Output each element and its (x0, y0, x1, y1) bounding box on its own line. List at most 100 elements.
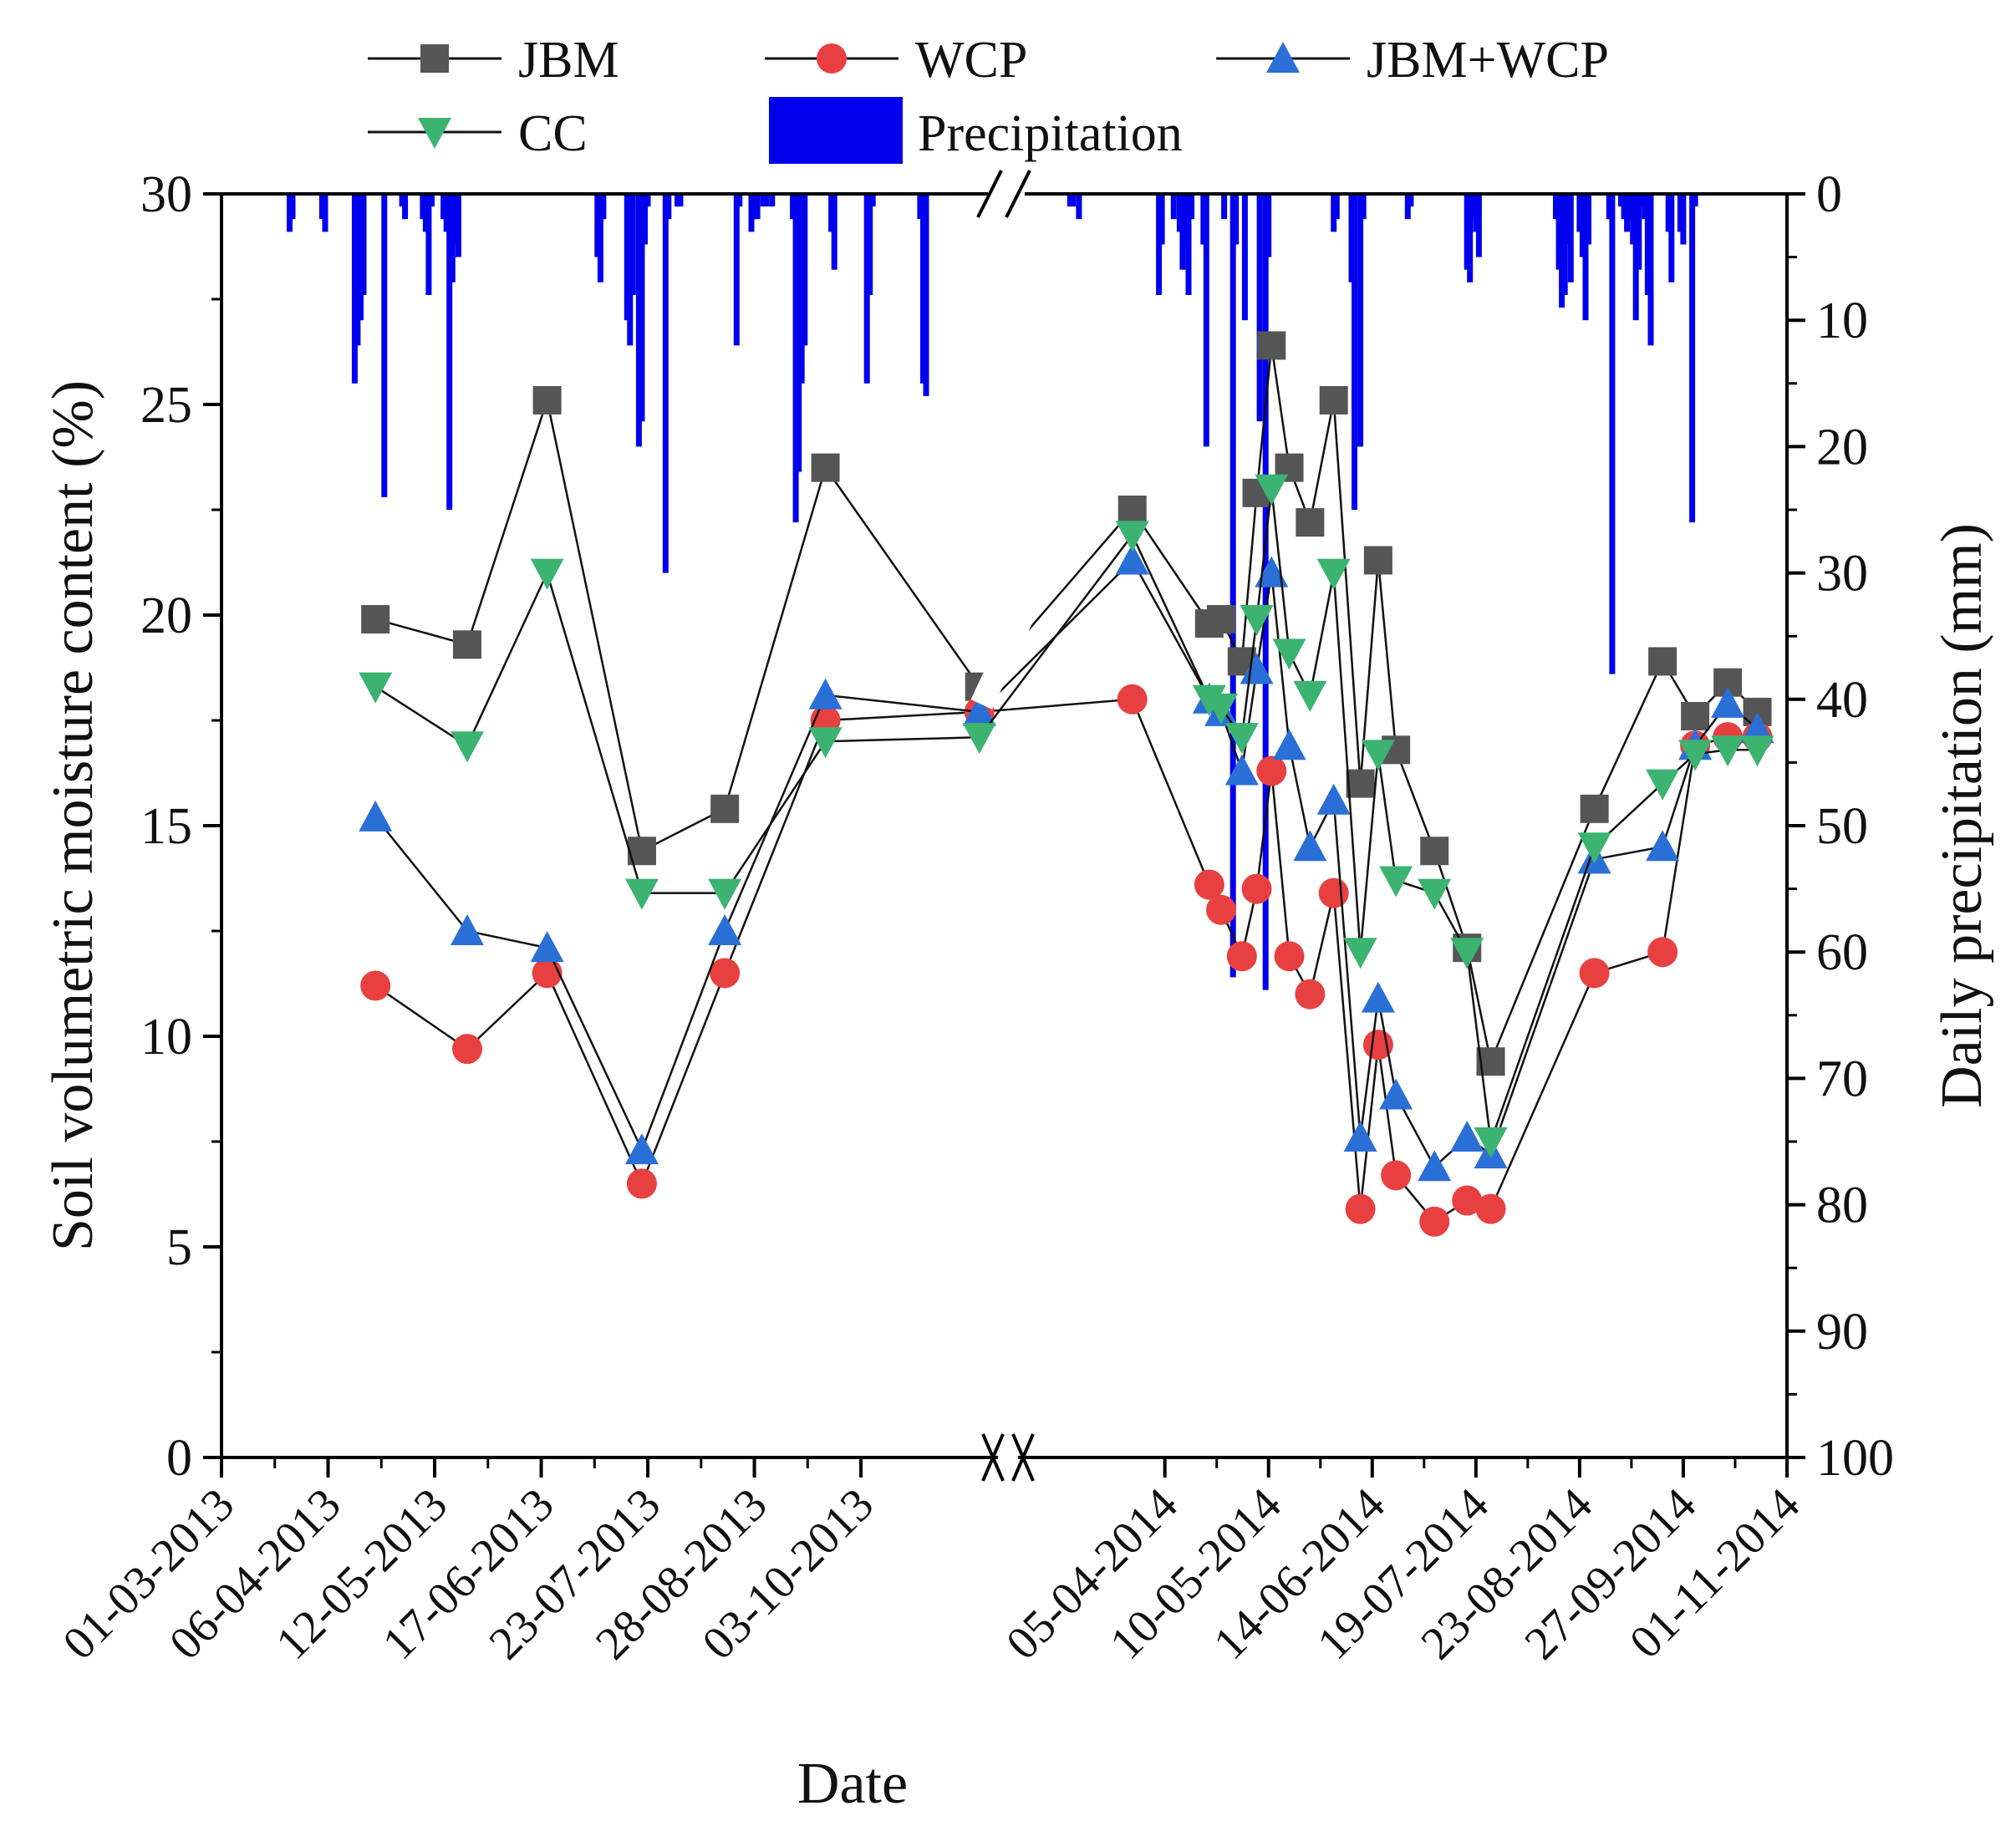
data-point-wcp (360, 970, 391, 1001)
data-point-jbm (710, 794, 740, 823)
data-point-wcp (1475, 1193, 1506, 1224)
precip-bar (754, 194, 761, 220)
series-break-gap (970, 586, 1046, 710)
data-point-jbm-wcp (1115, 543, 1149, 575)
data-point-jbm (1648, 647, 1677, 676)
data-point-cc (359, 672, 393, 704)
data-point-jbm (532, 385, 562, 415)
precip-bar (1565, 194, 1571, 245)
series-jbm (361, 331, 1772, 1076)
data-point-wcp (1241, 873, 1272, 904)
y2-axis-title: Daily precipitation (mm) (1930, 523, 1994, 1108)
precip-bar (1692, 194, 1698, 207)
precip-bar (1606, 194, 1612, 220)
precip-bar (1467, 194, 1474, 282)
data-point-cc (530, 558, 564, 590)
data-point-jbm-wcp (1379, 1078, 1413, 1110)
legend-label-precipitation: Precipitation (918, 105, 1183, 162)
data-point-jbm-wcp (530, 931, 564, 963)
precip-bar (867, 194, 873, 295)
precip-bar (1638, 194, 1645, 207)
legend-marker-jbm (420, 44, 449, 73)
y2-tick-label: 50 (1816, 798, 1868, 855)
precip-bar (1473, 194, 1479, 232)
series-cc (359, 474, 1774, 1158)
data-point-jbm (361, 605, 390, 634)
data-point-wcp (451, 1034, 482, 1065)
precip-bar (1647, 194, 1654, 346)
data-point-wcp (532, 958, 563, 989)
data-point-jbm-wcp (962, 694, 996, 726)
data-point-wcp (1381, 1160, 1412, 1191)
legend-marker-jbm-wcp (1266, 42, 1300, 73)
series-jbm-wcp (359, 543, 1774, 1182)
y2-tick-label: 80 (1816, 1178, 1868, 1234)
data-point-jbm-wcp (1240, 653, 1274, 684)
y-tick-label: 30 (140, 166, 192, 223)
data-point-jbm (1346, 769, 1375, 798)
data-point-jbm-wcp (1343, 1120, 1377, 1152)
precip-bar (455, 194, 461, 257)
data-point-wcp (1274, 941, 1305, 972)
data-point-cc (1361, 740, 1395, 771)
data-point-wcp (1452, 1185, 1483, 1216)
precip-bar (639, 194, 645, 422)
data-point-wcp (1194, 869, 1224, 900)
data-point-cc (1204, 693, 1239, 725)
data-point-jbm (452, 630, 481, 659)
precip-bar (1333, 194, 1340, 220)
data-point-jbm-wcp (708, 914, 742, 945)
x-axis-break-mark-right (1011, 1433, 1035, 1482)
precip-bar (425, 194, 432, 295)
precip-bar (1618, 194, 1624, 207)
precip-bar (1668, 194, 1675, 282)
precip-bar (1567, 194, 1574, 282)
data-point-cc (808, 727, 843, 759)
precip-bar (629, 194, 636, 295)
y-tick-label: 25 (140, 377, 192, 434)
data-point-cc (1255, 474, 1289, 506)
precip-bar (748, 194, 755, 232)
precip-bar (644, 194, 651, 207)
precip-bar (1229, 194, 1236, 978)
precip-bar (1179, 194, 1186, 270)
data-point-cc (1740, 735, 1774, 767)
precip-bar (677, 194, 684, 207)
precip-bar (1357, 194, 1364, 447)
data-point-jbm (1420, 837, 1449, 866)
data-point-cc (1646, 769, 1680, 801)
data-point-cc (624, 878, 659, 910)
precip-bar (1170, 194, 1177, 220)
data-point-cc (1115, 521, 1149, 552)
x-axis-break-mark-left (981, 1433, 1005, 1482)
precip-bar (769, 194, 776, 207)
legend-label-jbm-wcp: JBM+WCP (1367, 32, 1609, 89)
top-axis-break-mark (976, 170, 1031, 218)
data-point-jbm-wcp (1646, 830, 1680, 862)
precipitation-bars (287, 194, 1698, 990)
legend-swatch-precipitation (769, 97, 903, 164)
precip-bar (1221, 194, 1228, 220)
legend-marker-wcp (817, 43, 847, 74)
data-point-jbm-wcp (808, 678, 843, 710)
precip-bar (635, 194, 642, 447)
data-point-cc (1343, 938, 1377, 969)
series-line-jbm (374, 345, 1759, 1066)
precip-bar (1553, 194, 1559, 220)
data-point-jbm-wcp (1316, 783, 1351, 815)
data-point-cc (962, 723, 996, 755)
precip-bar (594, 194, 601, 257)
data-point-jbm-wcp (1293, 830, 1327, 862)
precip-bar (1185, 194, 1192, 295)
data-point-jbm-wcp (624, 1133, 659, 1165)
precip-bar (831, 194, 837, 270)
y-axis-title: Soil volumetric moisture content (%) (41, 380, 105, 1251)
precip-bar (1076, 194, 1082, 220)
precip-bar (354, 194, 361, 346)
precip-bar (1241, 194, 1248, 321)
precip-bar (440, 194, 447, 220)
precip-bar (1233, 194, 1240, 245)
data-point-cc (1293, 680, 1327, 712)
